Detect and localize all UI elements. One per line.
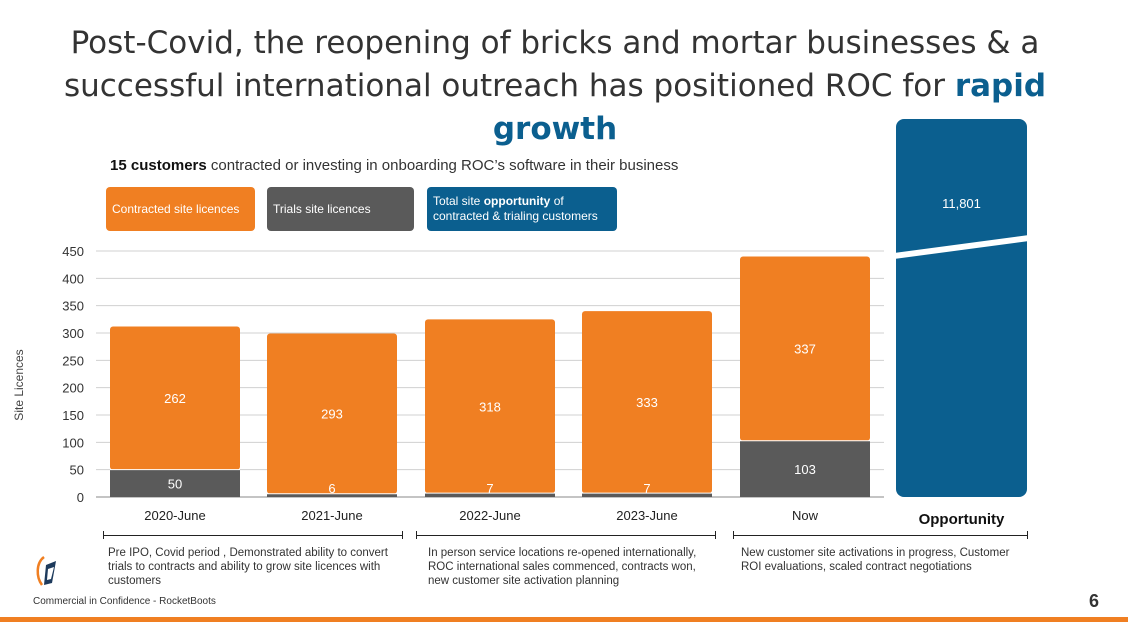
y-tick-label-350: 350: [62, 299, 84, 314]
data-label-contracted-4: 337: [794, 342, 816, 357]
page-title: Post-Covid, the reopening of bricks and …: [0, 22, 1110, 151]
legend-opportunity-label: Total site opportunity of contracted & t…: [433, 194, 611, 224]
page-number: 6: [1089, 591, 1100, 611]
legend-contracted-label: Contracted site licences: [112, 202, 240, 216]
data-label-contracted-2: 318: [479, 399, 501, 414]
x-tick-label-opportunity: Opportunity: [919, 511, 1005, 528]
title-line-2: successful international outreach has po…: [0, 65, 1110, 151]
data-label-contracted-1: 293: [321, 407, 343, 422]
data-label-contracted-3: 333: [636, 395, 658, 410]
axis-break-marker: [894, 235, 1029, 259]
period-bracket-1-end-tick: [402, 531, 403, 539]
bar-trials-3: [582, 493, 712, 497]
x-tick-label-2: 2022-June: [459, 508, 520, 523]
data-label-trials-3: 7: [643, 481, 650, 496]
period-bracket-3-end-tick: [1027, 531, 1028, 539]
subtitle-bold: 15 customers: [110, 157, 207, 174]
data-label-trials-0: 50: [168, 476, 182, 491]
period-bracket-3: [733, 535, 1028, 536]
bar-contracted-2: [425, 319, 555, 494]
bar-contracted-0: [110, 326, 240, 470]
data-label-trials-4: 103: [794, 462, 816, 477]
period-bracket-3-start-tick: [733, 531, 734, 539]
data-label-trials-2: 7: [486, 481, 493, 496]
bottom-accent-bar: [0, 617, 1128, 622]
legend-contracted: Contracted site licences: [106, 187, 255, 231]
bar-trials-2: [425, 493, 555, 497]
period-note-3: New customer site activations in progres…: [741, 547, 1010, 573]
x-tick-label-0: 2020-June: [144, 508, 205, 523]
legend-opportunity: Total site opportunity of contracted & t…: [427, 187, 617, 231]
bar-opportunity: [896, 119, 1027, 497]
legend-opportunity-prefix: Total site: [433, 194, 484, 208]
title-highlight: rapid growth: [492, 68, 1047, 147]
legend-opportunity-bold: opportunity: [483, 194, 551, 208]
y-tick-label-0: 0: [77, 490, 84, 505]
period-note-2: In person service locations re-opened in…: [428, 547, 697, 587]
legend-trials-label: Trials site licences: [273, 202, 371, 216]
data-label-opportunity: 11,801: [942, 196, 981, 211]
legend-trials: Trials site licences: [267, 187, 414, 231]
bar-contracted-3: [582, 311, 712, 494]
period-bracket-1: [103, 535, 403, 536]
y-tick-label-300: 300: [62, 326, 84, 341]
period-note-1: Pre IPO, Covid period , Demonstrated abi…: [108, 547, 388, 587]
title-line-2-prefix: successful international outreach has po…: [63, 68, 955, 104]
data-label-trials-1: 6: [328, 481, 335, 496]
y-tick-label-50: 50: [70, 463, 84, 478]
subtitle-rest: contracted or investing in onboarding RO…: [206, 157, 679, 174]
y-tick-label-100: 100: [62, 435, 84, 450]
bar-trials-1: [267, 493, 397, 497]
y-tick-label-400: 400: [62, 271, 84, 286]
bar-trials-0: [110, 469, 240, 497]
x-tick-label-4: Now: [792, 508, 819, 523]
bar-contracted-1: [267, 333, 397, 494]
rocketboots-logo: [36, 556, 56, 586]
y-tick-label-150: 150: [62, 408, 84, 423]
period-bracket-2-end-tick: [715, 531, 716, 539]
confidentiality-footer: Commercial in Confidence - RocketBoots: [33, 596, 216, 607]
legend-opportunity-suffix: of contracted & trialing customers: [433, 194, 598, 223]
period-bracket-2-start-tick: [416, 531, 417, 539]
bar-contracted-4: [740, 256, 870, 441]
y-tick-label-450: 450: [62, 244, 84, 259]
chart-subtitle: 15 customers contracted or investing in …: [110, 157, 678, 174]
data-label-contracted-0: 262: [164, 391, 186, 406]
y-tick-label-250: 250: [62, 353, 84, 368]
title-line-1: Post-Covid, the reopening of bricks and …: [70, 25, 1040, 61]
bar-trials-4: [740, 440, 870, 497]
y-tick-label-200: 200: [62, 381, 84, 396]
x-tick-label-1: 2021-June: [301, 508, 362, 523]
period-bracket-2: [416, 535, 716, 536]
period-bracket-1-start-tick: [103, 531, 104, 539]
x-tick-label-3: 2023-June: [616, 508, 677, 523]
